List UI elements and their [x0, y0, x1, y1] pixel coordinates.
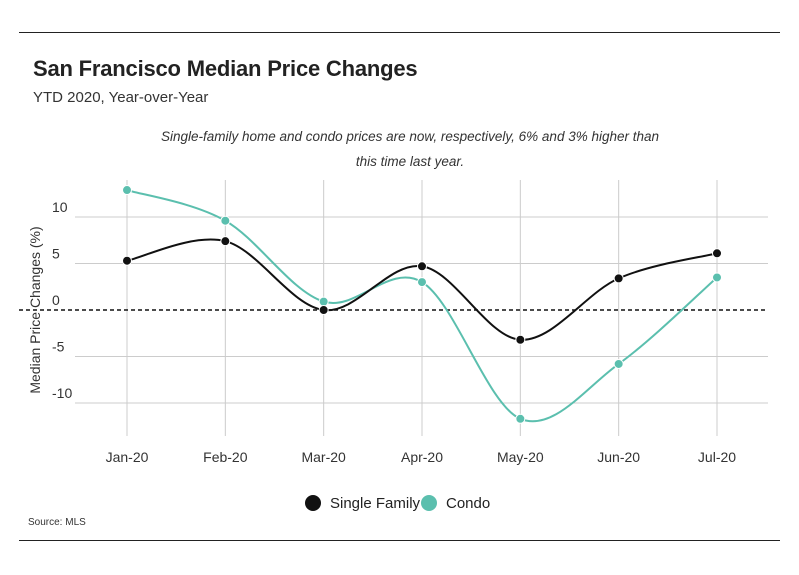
data-point-single-family — [318, 305, 329, 315]
x-tick-label: Feb-20 — [203, 449, 248, 465]
chart-annotation: Single-family home and condo prices are … — [160, 129, 660, 169]
legend-label: Single Family — [330, 495, 421, 512]
data-point-condo — [122, 185, 132, 196]
data-point-single-family — [515, 334, 526, 345]
x-tick-label: Jan-20 — [106, 449, 149, 465]
source-note: Source: MLS — [28, 517, 86, 528]
y-tick-label: 5 — [52, 246, 60, 262]
y-axis-ticks: 10 5 0 -5 -10 — [52, 199, 72, 401]
chart-title: San Francisco Median Price Changes — [33, 56, 418, 81]
data-point-condo — [613, 358, 624, 369]
data-point-single-family — [220, 236, 231, 247]
data-point-condo — [220, 215, 231, 226]
y-tick-label: 0 — [52, 292, 60, 308]
x-tick-label: Jul-20 — [698, 449, 736, 465]
data-point-single-family — [712, 248, 722, 259]
data-point-single-family — [122, 255, 132, 266]
data-point-condo — [712, 272, 722, 283]
x-tick-label: May-20 — [497, 449, 544, 465]
y-tick-label: -5 — [52, 339, 65, 355]
data-point-single-family — [613, 273, 624, 284]
y-tick-label: 10 — [52, 199, 68, 215]
bottom-rule — [19, 540, 780, 541]
data-point-condo — [318, 296, 329, 307]
x-tick-label: Jun-20 — [597, 449, 640, 465]
grid-layer — [19, 180, 768, 436]
series-points — [122, 185, 722, 424]
y-axis-title: Median Price Changes (%) — [27, 226, 43, 393]
chart-subtitle: YTD 2020, Year-over-Year — [33, 89, 209, 106]
data-point-condo — [417, 277, 427, 288]
y-tick-label: -10 — [52, 385, 72, 401]
x-axis-ticks: Jan-20 Feb-20 Mar-20 Apr-20 May-20 Jun-20 Jul-… — [106, 449, 737, 465]
legend: Single Family Condo — [305, 495, 490, 512]
legend-marker — [421, 495, 437, 511]
x-tick-label: Apr-20 — [401, 449, 443, 465]
data-point-condo — [515, 413, 526, 424]
legend-marker — [305, 495, 321, 511]
data-point-single-family — [417, 261, 427, 272]
x-tick-label: Mar-20 — [301, 449, 346, 465]
top-rule — [19, 32, 780, 33]
legend-label: Condo — [446, 495, 490, 512]
